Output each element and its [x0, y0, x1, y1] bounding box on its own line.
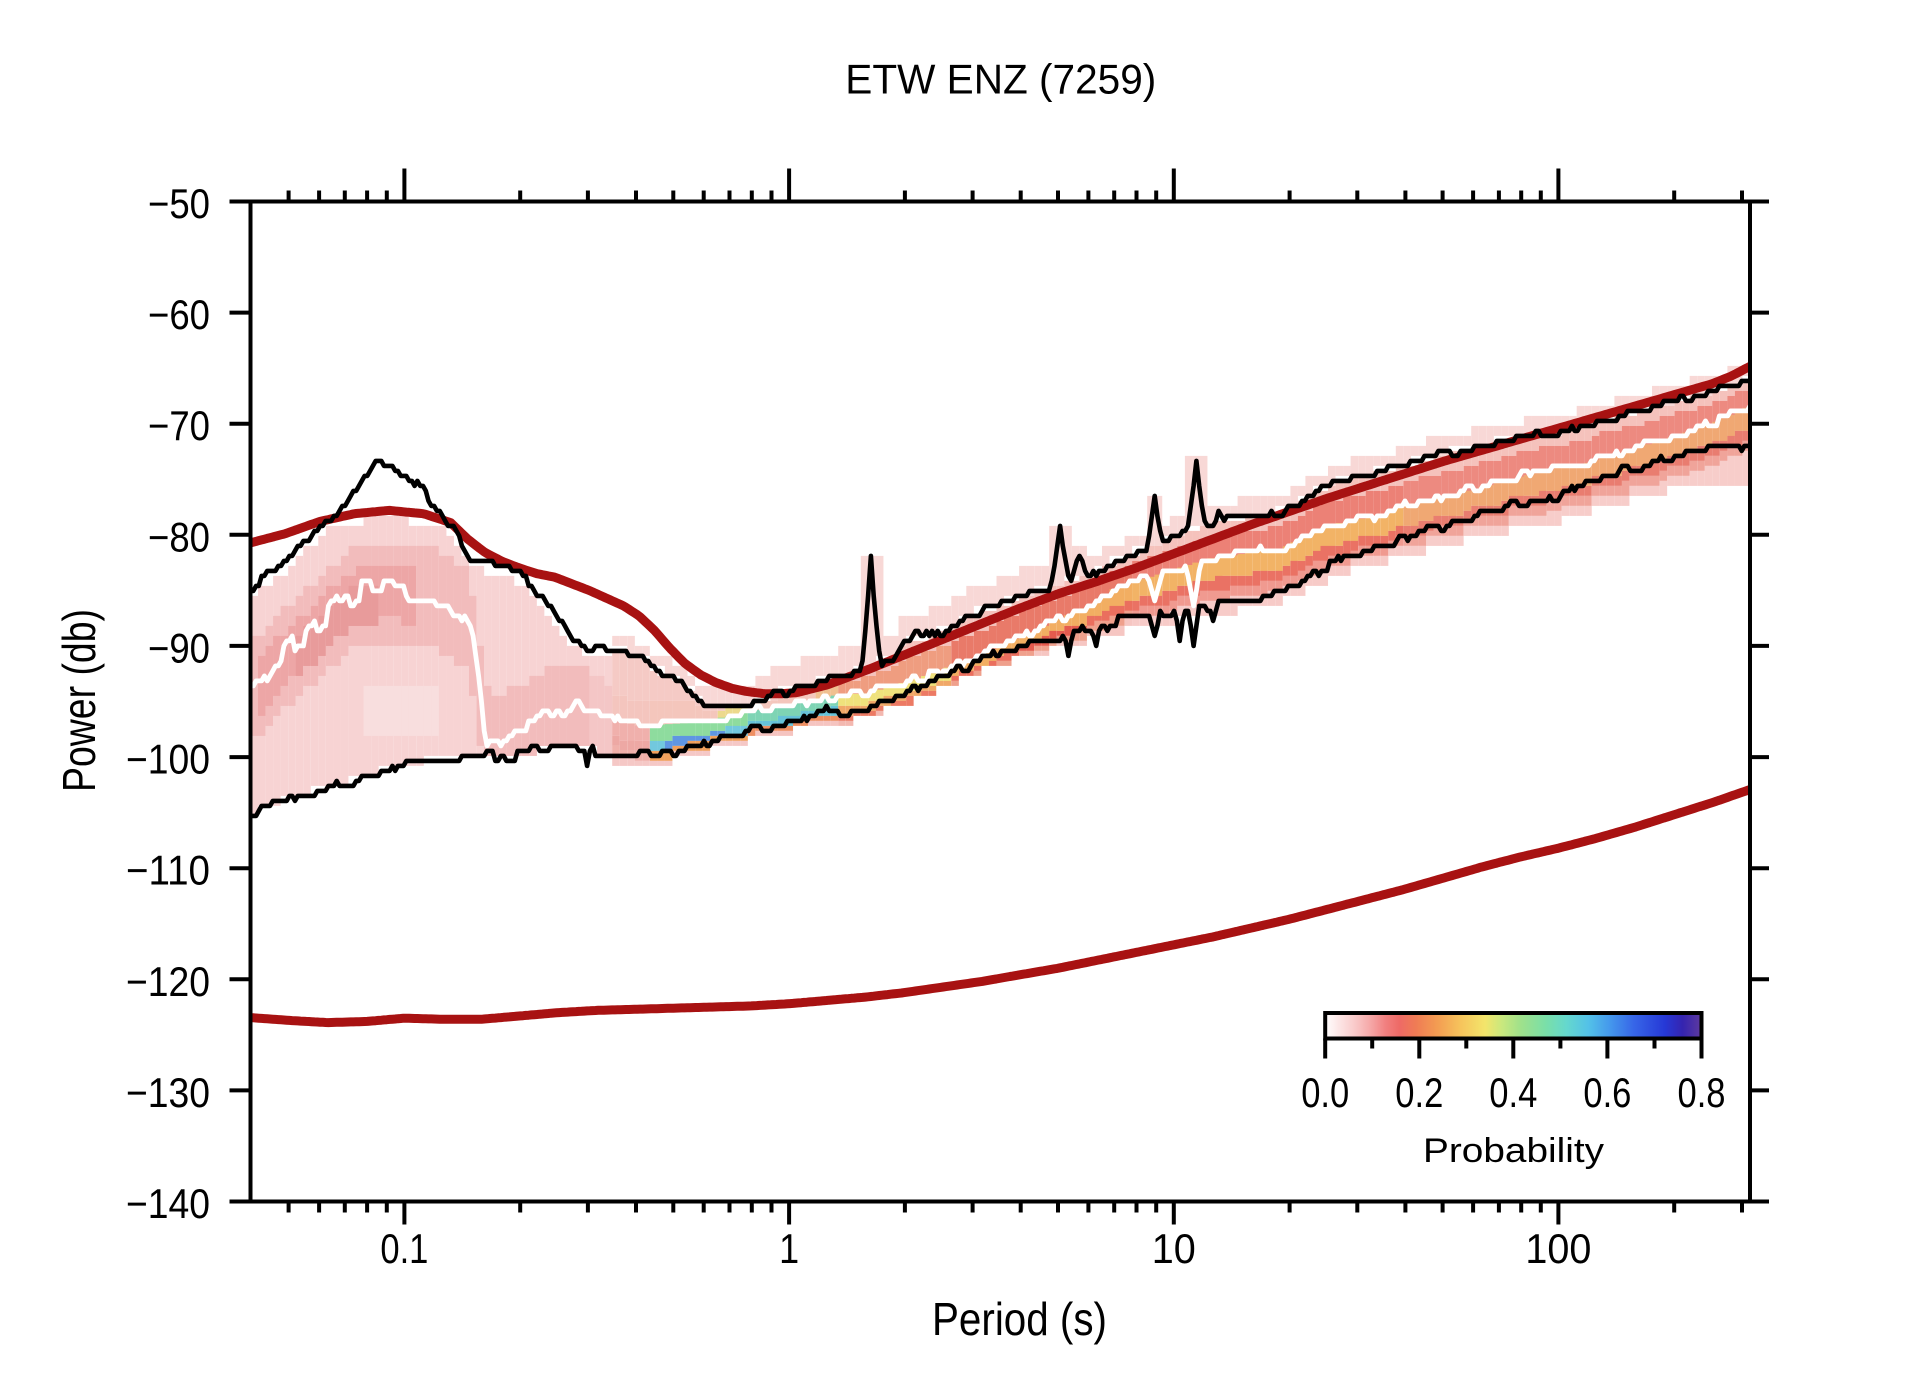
svg-text:0.6: 0.6: [1583, 1069, 1631, 1116]
svg-text:100: 100: [1525, 1225, 1591, 1272]
svg-text:−50: −50: [148, 180, 210, 227]
svg-text:−100: −100: [126, 736, 210, 783]
svg-text:Power (db): Power (db): [53, 609, 105, 792]
svg-text:ETW ENZ (7259): ETW ENZ (7259): [845, 56, 1156, 103]
svg-text:−140: −140: [126, 1180, 210, 1227]
svg-text:−120: −120: [126, 958, 210, 1005]
svg-text:Probability: Probability: [1423, 1132, 1605, 1170]
svg-text:−70: −70: [148, 402, 210, 449]
svg-text:0.2: 0.2: [1395, 1069, 1443, 1116]
svg-text:0.8: 0.8: [1678, 1069, 1726, 1116]
svg-text:−110: −110: [126, 847, 210, 894]
svg-text:0.1: 0.1: [380, 1225, 428, 1272]
svg-text:0.4: 0.4: [1489, 1069, 1537, 1116]
svg-text:1: 1: [779, 1225, 799, 1272]
svg-text:−90: −90: [148, 624, 210, 671]
svg-text:−80: −80: [148, 513, 210, 560]
svg-text:−60: −60: [148, 291, 210, 338]
svg-text:10: 10: [1152, 1225, 1196, 1272]
svg-text:−130: −130: [126, 1069, 210, 1116]
svg-text:Period (s): Period (s): [932, 1293, 1107, 1345]
svg-text:0.0: 0.0: [1301, 1069, 1349, 1116]
